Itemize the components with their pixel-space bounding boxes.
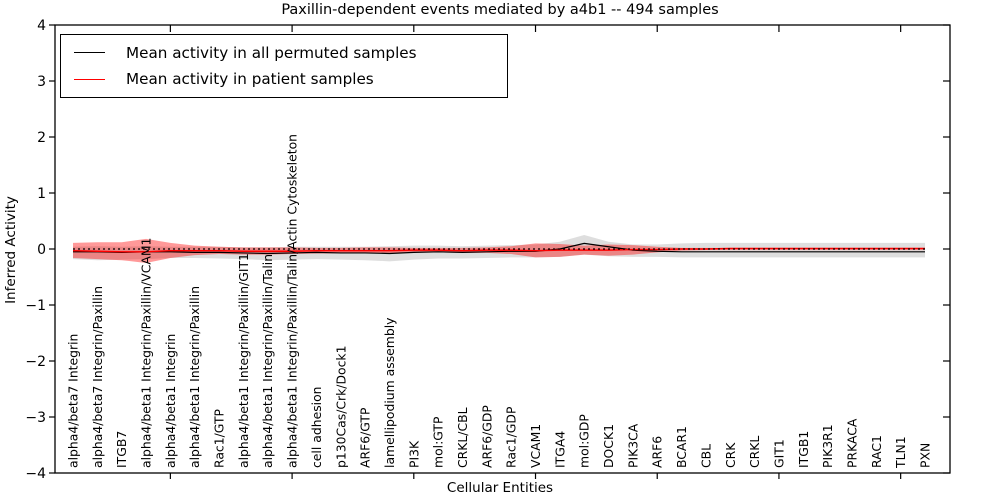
x-tick-label: ITGA4 [552,431,567,468]
x-tick-label: ARF6/GTP [358,407,373,468]
chart-title: Paxillin-dependent events mediated by a4… [281,2,719,18]
patient-line-sample [74,78,105,80]
x-tick-label: mol:GDP [577,414,592,468]
x-tick-label: Rac1/GDP [504,406,519,468]
y-tick-label: 3 [37,74,46,90]
x-tick-label: alpha4/beta1 Integrin/Paxillin/VCAM1 [139,238,154,468]
y-axis-label: Inferred Activity [3,196,19,304]
x-tick-label: alpha4/beta1 Integrin/Paxillin/Talin/Act… [285,134,300,468]
x-tick-label: lamellipodium assembly [382,317,397,468]
x-tick-label: PXN [918,443,933,468]
x-tick-label: PRKACA [844,418,859,468]
y-tick-label: 2 [37,130,46,146]
x-tick-label: alpha4/beta7 Integrin/Paxillin [90,286,105,468]
x-tick-label: VCAM1 [528,424,543,468]
x-tick-label: alpha4/beta1 Integrin/Paxillin/GIT1 [236,253,251,468]
x-tick-label: CRKL/CBL [455,407,470,468]
x-tick-label: ITGB1 [796,431,811,468]
y-tick-label: −1 [25,298,46,314]
x-tick-label: alpha4/beta1 Integrin/Paxillin/Talin [260,254,275,468]
x-tick-label: alpha4/beta7 Integrin [66,334,81,468]
x-tick-label: alpha4/beta1 Integrin [163,334,178,468]
y-tick-label: 1 [37,186,46,202]
x-tick-label: BCAR1 [674,426,689,468]
legend-label-patient: Mean activity in patient samples [126,70,374,89]
x-tick-label: PIK3CA [625,423,640,468]
x-tick-label: CBL [698,444,713,468]
y-tick-label: −2 [25,354,46,370]
y-tick-label: −4 [25,466,46,482]
x-tick-label: DOCK1 [601,424,616,468]
permuted-mean-line [73,242,925,255]
x-tick-label: Rac1/GTP [212,408,227,468]
x-tick-label: TLN1 [893,436,908,469]
x-tick-label: GIT1 [771,439,786,468]
y-tick-label: −3 [25,410,46,426]
x-tick-label: p130Cas/Crk/Dock1 [333,346,348,468]
x-tick-label: CRKL [747,436,762,468]
x-tick-label: ARF6 [650,436,665,468]
x-tick-label: CRK [723,442,738,468]
legend-item-patient: Mean activity in patient samples [74,70,507,88]
x-tick-label: alpha4/beta1 Integrin/Paxillin [187,286,202,468]
y-tick-label: 4 [37,18,46,34]
x-tick-label: RAC1 [869,435,884,468]
x-tick-label: PI3K [406,440,421,468]
legend-label-permuted: Mean activity in all permuted samples [126,43,417,62]
permuted-line-sample [74,52,105,54]
y-tick-label: 0 [37,242,46,258]
legend: Mean activity in all permuted samples Me… [60,34,508,98]
x-tick-label: ITGB7 [114,431,129,468]
x-tick-label: PIK3R1 [820,424,835,468]
legend-item-permuted: Mean activity in all permuted samples [74,44,507,62]
x-axis-label: Cellular Entities [446,480,554,496]
x-tick-label: ARF6/GDP [479,405,494,468]
permuted-band [73,235,925,262]
x-tick-label: cell adhesion [309,386,324,468]
x-tick-label: mol:GTP [431,416,446,468]
